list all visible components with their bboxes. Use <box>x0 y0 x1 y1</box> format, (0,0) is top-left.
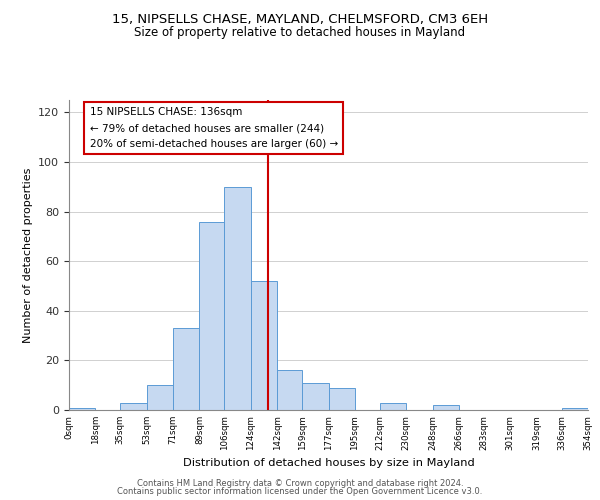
Bar <box>173 328 199 410</box>
Bar <box>277 370 302 410</box>
Bar <box>329 388 355 410</box>
Text: Size of property relative to detached houses in Mayland: Size of property relative to detached ho… <box>134 26 466 39</box>
Bar <box>69 408 95 410</box>
Bar <box>199 222 224 410</box>
Text: Contains HM Land Registry data © Crown copyright and database right 2024.: Contains HM Land Registry data © Crown c… <box>137 478 463 488</box>
Text: 15 NIPSELLS CHASE: 136sqm
← 79% of detached houses are smaller (244)
20% of semi: 15 NIPSELLS CHASE: 136sqm ← 79% of detac… <box>89 108 338 148</box>
Bar <box>121 402 147 410</box>
Bar <box>433 405 459 410</box>
Text: 15, NIPSELLS CHASE, MAYLAND, CHELMSFORD, CM3 6EH: 15, NIPSELLS CHASE, MAYLAND, CHELMSFORD,… <box>112 12 488 26</box>
Bar <box>302 382 329 410</box>
Text: Contains public sector information licensed under the Open Government Licence v3: Contains public sector information licen… <box>118 487 482 496</box>
Bar <box>380 402 406 410</box>
Bar <box>251 281 277 410</box>
Bar <box>147 385 173 410</box>
Y-axis label: Number of detached properties: Number of detached properties <box>23 168 32 342</box>
X-axis label: Distribution of detached houses by size in Mayland: Distribution of detached houses by size … <box>182 458 475 468</box>
Bar <box>562 408 588 410</box>
Bar <box>224 187 251 410</box>
